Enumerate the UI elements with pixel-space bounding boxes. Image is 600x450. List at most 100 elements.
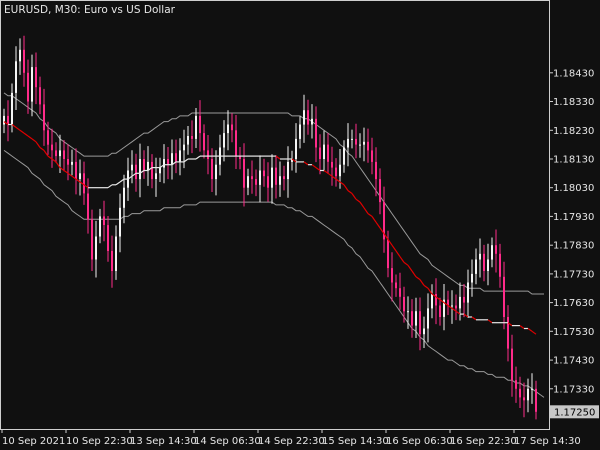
candle — [495, 229, 497, 273]
moving-average-segment — [67, 172, 73, 177]
candle-body — [495, 245, 497, 254]
candle-body — [383, 202, 385, 240]
candle — [283, 165, 285, 191]
candle — [519, 376, 521, 408]
candle — [191, 120, 193, 154]
candle-body — [427, 308, 429, 329]
candle — [475, 248, 477, 285]
moving-average-segment — [427, 287, 433, 295]
candle — [23, 35, 25, 87]
candle — [143, 150, 145, 179]
moving-average-segment — [375, 221, 381, 229]
candle — [379, 168, 381, 215]
candle-body — [411, 311, 413, 326]
candle — [95, 220, 97, 278]
candle — [215, 150, 217, 196]
candle-body — [215, 164, 217, 180]
candle-body — [399, 288, 401, 297]
candle — [427, 293, 429, 343]
candle-body — [515, 380, 517, 389]
candles — [3, 35, 537, 420]
candle-body — [435, 294, 437, 306]
candle-body — [475, 259, 477, 274]
candle-body — [271, 167, 273, 188]
moving-average-segment — [399, 256, 405, 263]
candle — [47, 121, 49, 155]
moving-average-segment — [15, 126, 21, 131]
candle — [239, 147, 241, 170]
candle — [491, 237, 493, 268]
x-tick-label: 14 Sep 06:30 — [194, 436, 261, 447]
candle-body — [311, 118, 313, 125]
candle — [131, 150, 133, 184]
candle-body — [275, 167, 277, 185]
candle-body — [175, 153, 177, 162]
candle-body — [119, 207, 121, 237]
candle — [155, 157, 157, 197]
moving-average-segment — [383, 233, 389, 240]
x-tick-label: 16 Sep 06:30 — [386, 436, 453, 447]
candle-body — [511, 348, 513, 381]
band-lines — [3, 92, 545, 398]
candle-body — [487, 259, 489, 271]
candle — [123, 174, 125, 224]
candle-body — [379, 179, 381, 203]
candle — [151, 154, 153, 189]
candle-body — [307, 110, 309, 125]
candle-body — [439, 305, 441, 317]
x-tick-label: 16 Sep 22:30 — [450, 436, 517, 447]
candle — [479, 238, 481, 278]
candle-body — [59, 150, 61, 157]
candle-body — [139, 159, 141, 180]
candle — [407, 296, 409, 329]
candle-body — [183, 144, 185, 151]
moving-average-segment — [355, 198, 361, 203]
moving-average-segment — [3, 121, 9, 125]
candle-body — [351, 138, 353, 140]
candle-body — [523, 397, 525, 401]
moving-average-segment — [107, 184, 113, 189]
candle-body — [27, 72, 29, 102]
candle-body — [247, 176, 249, 188]
moving-average-segment — [139, 170, 145, 174]
candle — [507, 305, 509, 362]
y-tick-label: 1.17930 — [553, 212, 594, 223]
candle — [343, 140, 345, 173]
candle-body — [287, 161, 289, 180]
candle — [511, 334, 513, 397]
moving-average-segment — [183, 158, 189, 163]
candle-body — [19, 49, 21, 62]
candle — [383, 186, 385, 253]
candle-body — [87, 193, 89, 220]
candle-body — [155, 173, 157, 179]
x-tick-label: 10 Sep 2021 — [2, 436, 65, 447]
band-lower-line — [3, 149, 545, 398]
candle — [263, 158, 265, 187]
y-axis: 1.18430 1.18330 1.18230 1.18130 1.18030 1.179… — [549, 68, 594, 395]
moving-average-segment — [311, 164, 317, 169]
candle — [19, 38, 21, 75]
candle-body — [71, 161, 73, 165]
candle — [115, 225, 117, 280]
candle-body — [363, 141, 365, 145]
moving-average-segment — [127, 175, 133, 180]
y-tick-label: 1.18430 — [553, 68, 594, 79]
candle — [351, 129, 353, 149]
moving-average-segment — [79, 181, 85, 186]
candle — [471, 259, 473, 297]
candle-body — [179, 150, 181, 162]
candle — [291, 150, 293, 171]
moving-average-segment — [519, 325, 525, 329]
candle — [119, 193, 121, 253]
candle-body — [63, 150, 65, 159]
candle — [303, 94, 305, 143]
current-price-box — [550, 405, 599, 419]
candle — [299, 116, 301, 149]
candle — [411, 299, 413, 338]
candle — [171, 139, 173, 180]
x-tick-label: 10 Sep 22:30 — [66, 436, 133, 447]
candle-body — [339, 164, 341, 177]
candle — [55, 142, 57, 163]
candle-body — [299, 124, 301, 139]
